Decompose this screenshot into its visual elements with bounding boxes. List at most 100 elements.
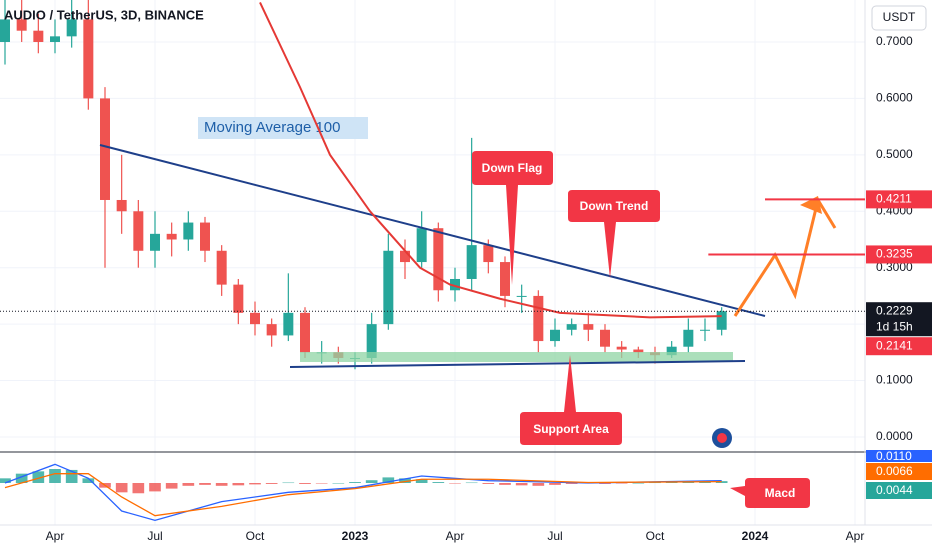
- candle-body: [583, 324, 594, 330]
- candle-body: [300, 312, 310, 353]
- macd-bar: [299, 483, 311, 484]
- ma-line: [259, 2, 722, 319]
- callout-text: Macd: [765, 486, 796, 500]
- candle-body: [416, 228, 427, 263]
- ma-badge-text: 0.2141: [876, 338, 913, 352]
- candle-body: [516, 295, 527, 297]
- support-line: [289, 360, 746, 368]
- macd-badge: [866, 482, 932, 499]
- y-tick-label: 0.6000: [876, 91, 913, 105]
- y-tick-label: 0.7000: [876, 34, 913, 48]
- macd-bar: [532, 483, 545, 486]
- x-tick-label: Apr: [846, 529, 865, 543]
- candle-body: [66, 19, 77, 37]
- moving-average: [259, 2, 722, 319]
- callout: [730, 478, 810, 508]
- candle-body: [50, 36, 60, 42]
- macd-bar: [149, 483, 161, 492]
- macd-bar: [432, 482, 445, 483]
- candle-body: [183, 222, 194, 240]
- candle-body: [116, 199, 127, 212]
- projection-arrow: [800, 196, 822, 214]
- candle-body: [400, 250, 410, 263]
- currency-label[interactable]: USDT: [883, 10, 916, 24]
- currency-button[interactable]: [871, 5, 927, 31]
- candle-body: [83, 19, 94, 99]
- macd-bar: [499, 483, 511, 485]
- macd-bar: [549, 483, 561, 485]
- x-tick-label: Apr: [46, 529, 65, 543]
- macd-bar: [49, 469, 61, 483]
- callout-text: Support Area: [533, 422, 609, 436]
- macd-bar: [365, 480, 378, 483]
- macd-bar: [232, 483, 245, 486]
- macd-bar: [15, 473, 28, 483]
- candle-body: [683, 329, 694, 347]
- drawings: Moving Average 100 Down Flag Down Trend …: [99, 117, 837, 448]
- candle-body: [383, 250, 394, 325]
- callout: [568, 190, 660, 278]
- x-tick-label: Oct: [246, 529, 265, 543]
- price-badge-text: 0.4211: [876, 192, 912, 206]
- x-tick-label: 2023: [342, 529, 369, 543]
- macd-bar: [249, 483, 261, 485]
- signal-line: [4, 473, 722, 517]
- macd-bar: [265, 483, 278, 484]
- macd-bar: [515, 483, 528, 486]
- ma-label: Moving Average 100: [204, 119, 341, 136]
- candle-body: [666, 346, 677, 356]
- trend-line: [99, 144, 766, 317]
- price-badge: [866, 245, 932, 264]
- candle-body: [433, 228, 444, 291]
- candle-body: [216, 250, 227, 285]
- candle-body: [0, 19, 10, 42]
- macd-bar: [615, 483, 628, 484]
- macd-bar: [65, 469, 78, 483]
- y-tick-label: 0.5000: [876, 147, 913, 161]
- macd-bar: [165, 483, 178, 489]
- candle-body: [500, 262, 510, 296]
- candle-body: [366, 324, 377, 358]
- price-axis: 0.70000.60000.50000.40000.30000.20000.10…: [46, 34, 932, 543]
- grid: [0, 0, 865, 525]
- candle-body: [716, 311, 727, 330]
- macd-bar: [282, 482, 295, 484]
- candle-body: [33, 30, 44, 42]
- callout: [520, 355, 622, 445]
- candle-body: [250, 312, 260, 325]
- macd-bar: [199, 483, 211, 485]
- candle-body: [150, 233, 160, 251]
- y-tick-label: 0.0000: [876, 429, 913, 443]
- macd-bar: [382, 477, 395, 483]
- candle-body: [266, 324, 277, 336]
- macd-bar: [632, 483, 645, 484]
- candle-body: [700, 329, 710, 331]
- projection-path: [733, 196, 837, 317]
- macd-badge-text: 0.0044: [876, 483, 913, 497]
- ma-label-bg: [198, 117, 368, 139]
- last-price-badge: [866, 302, 932, 337]
- candle-body: [616, 346, 627, 350]
- macd-bar: [115, 483, 128, 493]
- macd-bar: [32, 471, 45, 483]
- x-tick-label: Oct: [646, 529, 665, 543]
- macd-badge: [866, 463, 932, 480]
- candle-body: [566, 324, 577, 330]
- macd-bar: [349, 482, 361, 483]
- ma-badge: [866, 337, 932, 356]
- macd-bar: [0, 478, 11, 483]
- candle-body: [533, 295, 544, 342]
- last-price-text: 0.2229: [876, 303, 913, 317]
- macd-bar: [182, 483, 195, 486]
- support-zone: [300, 352, 733, 362]
- candle-body: [633, 349, 644, 353]
- macd-badge-text: 0.0110: [876, 449, 912, 463]
- event-icon-dot: [717, 433, 727, 443]
- x-tick-label: 2024: [742, 529, 769, 543]
- callout: [472, 151, 553, 285]
- candle-body: [166, 233, 177, 240]
- price-badge-text: 0.3235: [876, 247, 913, 261]
- candle-body: [100, 98, 110, 200]
- macd-bar: [565, 483, 578, 484]
- x-tick-label: Apr: [446, 529, 465, 543]
